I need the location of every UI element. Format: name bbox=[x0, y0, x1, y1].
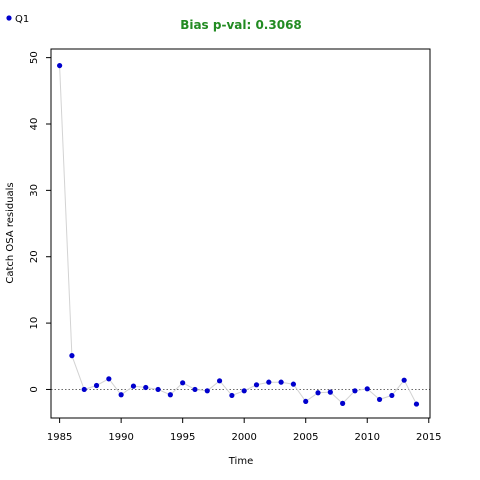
data-point bbox=[57, 62, 63, 69]
x-tick-label: 1990 bbox=[108, 432, 133, 443]
y-tick-label: 50 bbox=[29, 51, 40, 64]
y-tick-label: 20 bbox=[29, 250, 40, 263]
y-axis: 0 10 20 30 40 50 bbox=[29, 51, 51, 393]
y-tick-label: 40 bbox=[29, 118, 40, 131]
y-tick-label: 30 bbox=[29, 184, 40, 197]
data-point bbox=[81, 386, 87, 393]
data-point bbox=[93, 382, 100, 389]
x-tick-label: 1985 bbox=[47, 432, 72, 443]
data-point bbox=[364, 386, 370, 392]
x-tick-label: 1995 bbox=[170, 432, 195, 443]
data-point bbox=[229, 392, 235, 399]
data-point bbox=[278, 379, 284, 385]
x-axis-title: Time bbox=[228, 456, 253, 467]
data-point bbox=[253, 382, 260, 388]
y-tick-label: 10 bbox=[29, 317, 40, 330]
data-point bbox=[290, 381, 297, 387]
data-point bbox=[401, 377, 407, 383]
data-point bbox=[155, 386, 161, 393]
data-point bbox=[327, 389, 333, 395]
data-point bbox=[376, 396, 383, 403]
data-point bbox=[315, 390, 321, 396]
plot-area bbox=[51, 62, 430, 407]
data-point bbox=[266, 379, 272, 385]
x-tick-label: 2010 bbox=[355, 432, 380, 443]
data-point bbox=[130, 383, 137, 389]
data-point bbox=[352, 388, 358, 394]
data-point bbox=[180, 380, 186, 386]
data-point bbox=[167, 392, 173, 398]
data-point bbox=[389, 392, 395, 399]
y-axis-title: Catch OSA residuals bbox=[5, 182, 16, 283]
x-tick-label: 2005 bbox=[293, 432, 318, 443]
data-point bbox=[204, 388, 210, 394]
data-point bbox=[241, 388, 247, 394]
data-point bbox=[303, 398, 309, 405]
y-tick-label: 0 bbox=[29, 386, 40, 392]
legend: Q1 bbox=[6, 14, 29, 25]
data-point bbox=[106, 376, 112, 382]
data-point bbox=[192, 386, 198, 393]
chart-title: Bias p-val: 0.3068 bbox=[180, 18, 302, 32]
data-point bbox=[413, 401, 420, 407]
series-line-q1 bbox=[59, 65, 417, 405]
legend-label: Q1 bbox=[15, 14, 29, 25]
data-point bbox=[69, 353, 75, 359]
x-tick-label: 2015 bbox=[416, 432, 441, 443]
data-point bbox=[216, 378, 223, 384]
plot-frame bbox=[50, 48, 431, 419]
x-tick-label: 2000 bbox=[231, 432, 256, 443]
legend-marker bbox=[6, 15, 12, 21]
data-point bbox=[340, 400, 346, 406]
data-point bbox=[118, 392, 124, 398]
data-point bbox=[143, 384, 149, 391]
x-axis: 1985 1990 1995 2000 2005 2010 2015 bbox=[47, 418, 441, 443]
